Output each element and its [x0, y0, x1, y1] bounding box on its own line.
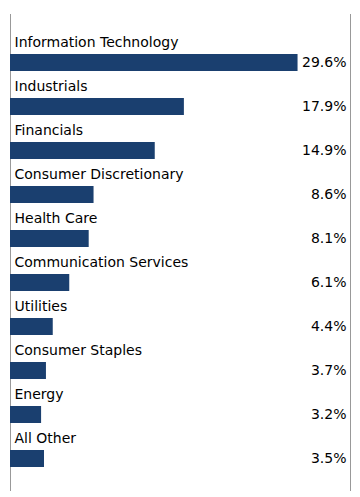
svg-text:Consumer Discretionary: Consumer Discretionary [15, 166, 184, 182]
svg-text:8.6%: 8.6% [311, 186, 347, 202]
svg-text:Information Technology: Information Technology [15, 34, 179, 50]
svg-text:Communication Services: Communication Services [15, 254, 189, 270]
svg-text:Health Care: Health Care [15, 210, 98, 226]
svg-text:Utilities: Utilities [15, 298, 68, 314]
svg-text:Industrials: Industrials [15, 78, 88, 94]
svg-text:3.5%: 3.5% [311, 450, 347, 466]
svg-text:14.9%: 14.9% [302, 142, 346, 158]
svg-text:3.7%: 3.7% [311, 362, 347, 378]
svg-text:Energy: Energy [15, 386, 64, 402]
svg-text:17.9%: 17.9% [302, 98, 346, 114]
svg-text:6.1%: 6.1% [311, 274, 347, 290]
svg-text:All Other: All Other [15, 430, 77, 446]
svg-text:4.4%: 4.4% [311, 318, 347, 334]
svg-text:29.6%: 29.6% [302, 54, 346, 70]
svg-text:Financials: Financials [15, 122, 84, 138]
svg-text:3.2%: 3.2% [311, 406, 347, 422]
svg-text:Consumer Staples: Consumer Staples [15, 342, 142, 358]
svg-text:8.1%: 8.1% [311, 230, 347, 246]
